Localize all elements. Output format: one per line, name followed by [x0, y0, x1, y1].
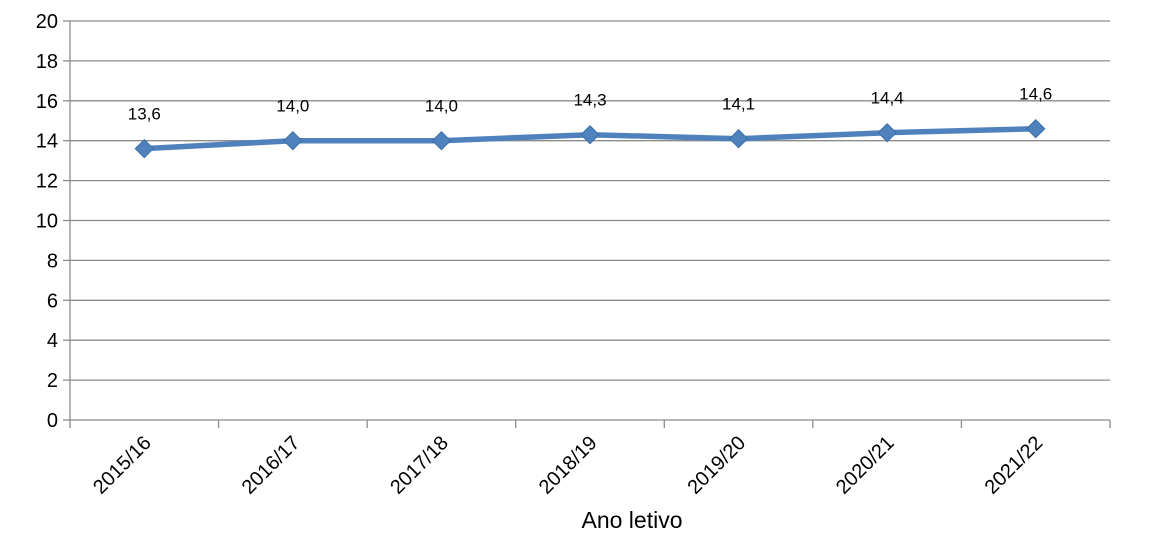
y-tick-label: 14	[36, 131, 58, 153]
data-label: 14,0	[276, 97, 309, 116]
x-tick-label: 2016/17	[238, 432, 305, 499]
data-label: 13,6	[128, 105, 161, 124]
x-tick-label: 2018/19	[535, 432, 602, 499]
data-labels: 13,6 14,0 14,0 14,3 14,1 14,4 14,6	[128, 85, 1053, 124]
y-tick-label: 10	[36, 211, 58, 233]
data-label: 14,6	[1019, 85, 1052, 104]
data-label: 14,1	[722, 95, 755, 114]
data-point-marker	[134, 138, 154, 159]
y-tick-label: 18	[36, 51, 58, 73]
y-tick-label: 20	[36, 11, 58, 33]
series-group	[134, 119, 1046, 159]
data-point-marker	[283, 130, 303, 151]
y-tick-label: 6	[47, 290, 58, 312]
data-point-marker	[877, 123, 897, 143]
x-axis-title: Ano letivo	[581, 507, 682, 533]
y-tick-label: 8	[47, 250, 58, 272]
y-tick-label: 16	[36, 91, 58, 113]
data-label: 14,3	[573, 91, 606, 110]
x-tick-label: 2015/16	[89, 432, 156, 499]
x-axis-tick-labels: 2015/16 2016/17 2017/18 2018/19 2019/20 2020/…	[89, 432, 1047, 499]
y-tick-label: 4	[47, 330, 58, 352]
gridlines	[70, 20, 1110, 381]
data-point-marker	[431, 130, 452, 151]
x-tick-label: 2020/21	[832, 432, 899, 499]
y-tick-label: 2	[47, 370, 58, 392]
y-tick-label: 0	[47, 410, 58, 432]
x-tick-label: 2019/20	[683, 432, 750, 499]
data-label: 14,0	[425, 97, 458, 116]
data-label: 14,4	[871, 89, 904, 108]
y-axis-tick-labels: 0 2 4 6 8 10 12 14 16 18 20	[36, 11, 58, 432]
x-tick-label: 2021/22	[981, 432, 1048, 499]
data-point-marker	[580, 125, 600, 145]
data-point-marker	[1026, 119, 1046, 139]
y-tick-label: 12	[36, 171, 58, 193]
data-point-marker	[728, 128, 749, 149]
x-tick-label: 2017/18	[386, 432, 453, 499]
axes	[63, 20, 1111, 428]
